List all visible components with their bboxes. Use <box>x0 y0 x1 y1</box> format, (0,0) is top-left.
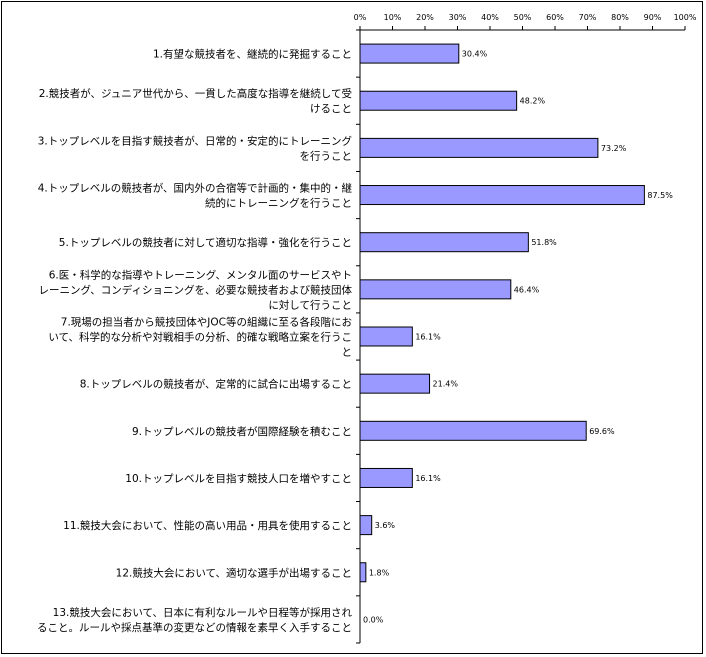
bar <box>359 326 413 347</box>
x-tick-label: 60% <box>546 13 564 22</box>
category-label: 10.トップレベルを目指す競技人口を増やすこと <box>125 472 352 485</box>
category-label: 6.医・科学的な指導やトレーニング、メンタル面のサービスやト <box>49 268 352 281</box>
category-label: 5.トップレベルの競技者に対して適切な指導・強化を行うこと <box>59 236 352 249</box>
x-tick-label: 40% <box>481 13 499 22</box>
bar-value-label: 16.1% <box>415 474 441 483</box>
bar <box>359 43 460 64</box>
bar <box>359 420 587 441</box>
x-tick-label: 20% <box>416 13 434 22</box>
category-label: 続的にトレーニングを行うこと <box>205 197 352 210</box>
bar-value-label: 73.2% <box>601 144 627 153</box>
bar <box>359 185 645 206</box>
bar-value-label: 30.4% <box>462 50 488 59</box>
category-label: 13.競技大会において、日本に有利なルールや日程等が採用され <box>53 606 353 619</box>
category-label: 12.競技大会において、適切な選手が出場すること <box>116 566 352 579</box>
x-tick-label: 50% <box>514 13 532 22</box>
category-label: レーニング、コンディショニングを、必要な競技者および競技団体 <box>38 283 352 296</box>
category-label: 9.トップレベルの競技者が国際経験を積むこと <box>132 425 352 438</box>
bar-value-label: 1.8% <box>369 568 390 577</box>
x-tick-label: 100% <box>674 13 697 22</box>
bar <box>359 137 599 158</box>
bar <box>359 373 431 394</box>
category-label: ること。ルールや採点基準の変更などの情報を素早く入手すること <box>37 621 352 634</box>
category-label: と <box>342 347 353 359</box>
x-tick-label: 30% <box>449 13 467 22</box>
bar <box>359 467 413 488</box>
category-label: 4.トップレベルの競技者が、国内外の合宿等で計画的・集中的・継 <box>38 182 353 195</box>
bar-value-label: 51.8% <box>531 238 557 247</box>
bar-value-label: 46.4% <box>514 285 540 294</box>
x-tick-label: 70% <box>579 13 597 22</box>
bar-value-label: 16.1% <box>415 333 441 342</box>
category-label: に対して行うこと <box>268 298 352 311</box>
category-label: を行うこと <box>300 149 353 162</box>
bar-value-label: 87.5% <box>647 191 673 200</box>
category-label: 2.競技者が、ジュニア世代から、一貫した高度な指導を継続して受 <box>39 87 352 100</box>
bar-value-label: 48.2% <box>520 97 546 106</box>
bar-value-label: 3.6% <box>375 521 396 530</box>
category-label: 8.トップレベルの競技者が、定常的に試合に出場すること <box>80 378 352 391</box>
x-tick-label: 90% <box>644 13 662 22</box>
x-tick-label: 10% <box>384 13 402 22</box>
category-label: 1.有望な競技者を、継続的に発掘すること <box>153 48 352 61</box>
x-tick-label: 80% <box>611 13 629 22</box>
bar <box>359 515 373 536</box>
bar-value-label: 21.4% <box>433 380 459 389</box>
category-label: 11.競技大会において、性能の高い用品・用具を使用すること <box>63 519 352 532</box>
category-label: 7.現場の担当者から競技団体やJOC等の組織に至る各段階にお <box>61 316 352 329</box>
category-label: いて、科学的な分析や対戦相手の分析、的確な戦略立案を行うこ <box>48 331 352 344</box>
bar-value-label: 69.6% <box>589 427 615 436</box>
bar <box>359 90 518 111</box>
x-tick-label: 0% <box>354 13 367 22</box>
bar <box>359 279 512 300</box>
category-label: けること <box>310 103 352 115</box>
category-label: 3.トップレベルを目指す競技者が、日常的・安定的にトレーニング <box>38 134 353 147</box>
bar <box>359 232 529 253</box>
bar-value-label: 0.0% <box>363 615 384 624</box>
bar <box>359 562 367 583</box>
